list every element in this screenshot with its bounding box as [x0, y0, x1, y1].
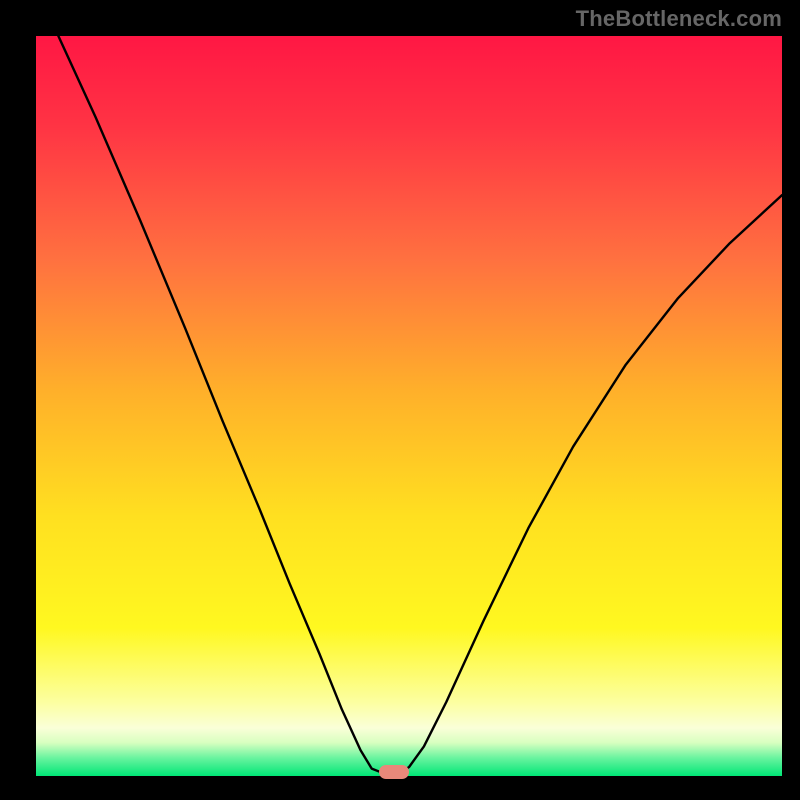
plot-area: [36, 36, 782, 776]
bottleneck-marker: [379, 765, 409, 779]
bottleneck-curve: [36, 36, 782, 776]
chart-frame: TheBottleneck.com: [0, 0, 800, 800]
watermark-text: TheBottleneck.com: [576, 6, 782, 32]
